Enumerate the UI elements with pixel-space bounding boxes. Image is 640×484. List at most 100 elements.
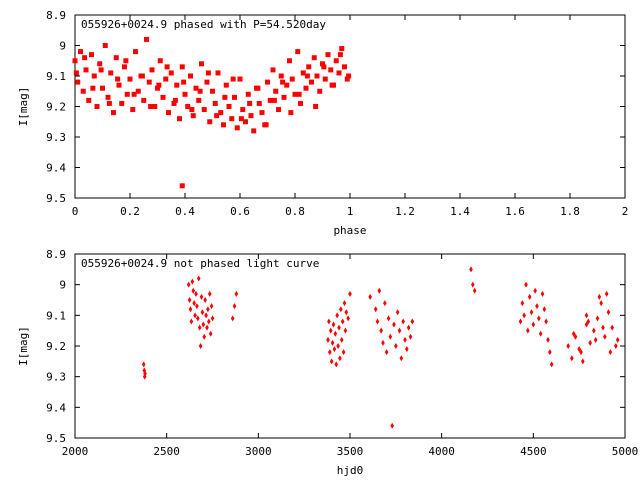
data-point bbox=[78, 49, 83, 55]
data-point bbox=[142, 367, 147, 374]
data-point bbox=[198, 343, 203, 349]
data-point bbox=[328, 327, 333, 334]
data-point bbox=[588, 339, 592, 346]
data-point bbox=[322, 76, 328, 82]
data-point bbox=[256, 100, 262, 106]
data-point bbox=[325, 52, 331, 58]
data-point bbox=[196, 275, 201, 282]
data-point bbox=[157, 58, 163, 64]
data-point bbox=[193, 85, 199, 91]
data-point bbox=[336, 343, 340, 349]
data-point bbox=[270, 67, 276, 73]
data-point bbox=[338, 355, 342, 362]
y-tick-label: 9.3 bbox=[46, 371, 66, 384]
data-point bbox=[192, 300, 196, 307]
data-point bbox=[379, 327, 383, 334]
data-point bbox=[210, 88, 215, 94]
data-point bbox=[247, 100, 253, 106]
data-point bbox=[384, 349, 389, 356]
data-point bbox=[127, 76, 133, 82]
y-tick-label: 8.9 bbox=[46, 9, 66, 22]
data-point bbox=[327, 318, 331, 325]
data-point bbox=[148, 104, 154, 109]
data-point bbox=[204, 312, 208, 319]
data-point bbox=[196, 97, 202, 103]
y-tick-label: 9.1 bbox=[46, 70, 66, 83]
data-point bbox=[313, 104, 319, 109]
data-point bbox=[199, 61, 204, 67]
data-point bbox=[329, 82, 335, 88]
y-tick-label: 9 bbox=[59, 279, 66, 292]
data-point bbox=[186, 281, 191, 288]
data-point bbox=[537, 315, 541, 322]
data-point bbox=[271, 97, 277, 103]
data-point bbox=[377, 287, 382, 294]
data-point bbox=[91, 73, 97, 79]
data-point bbox=[205, 324, 209, 331]
data-point bbox=[328, 67, 334, 73]
data-point bbox=[90, 85, 96, 91]
data-point bbox=[230, 315, 235, 322]
data-point bbox=[197, 324, 202, 331]
data-point bbox=[190, 113, 196, 119]
data-point bbox=[222, 94, 228, 100]
data-point bbox=[205, 70, 211, 76]
data-point bbox=[577, 346, 581, 353]
data-point bbox=[188, 73, 193, 79]
data-point bbox=[335, 312, 339, 319]
data-point bbox=[223, 82, 229, 88]
data-point bbox=[75, 79, 81, 85]
x-tick-label: 3000 bbox=[245, 445, 272, 458]
data-point bbox=[221, 122, 226, 128]
y-tick-label: 9.4 bbox=[46, 401, 66, 414]
data-point bbox=[397, 327, 402, 334]
data-point bbox=[72, 58, 78, 64]
data-point bbox=[321, 64, 327, 70]
data-point bbox=[204, 79, 210, 85]
data-point bbox=[329, 358, 334, 365]
data-point bbox=[388, 333, 393, 340]
data-point bbox=[548, 349, 552, 356]
data-point bbox=[278, 73, 284, 79]
data-point bbox=[106, 100, 112, 106]
data-point bbox=[276, 107, 281, 113]
data-point bbox=[392, 321, 396, 328]
x-tick-label: 4000 bbox=[428, 445, 455, 458]
data-point bbox=[399, 355, 404, 362]
data-point bbox=[166, 110, 171, 116]
data-point bbox=[303, 85, 309, 91]
x-tick-label: 5000 bbox=[612, 445, 639, 458]
data-point bbox=[83, 67, 89, 73]
data-point bbox=[540, 290, 545, 297]
data-point bbox=[394, 343, 398, 349]
data-point bbox=[610, 324, 614, 331]
y-tick-label: 9.1 bbox=[46, 309, 66, 322]
data-point bbox=[339, 306, 343, 313]
data-point bbox=[593, 336, 598, 343]
data-point bbox=[218, 110, 224, 116]
data-point bbox=[248, 113, 254, 119]
data-point bbox=[238, 116, 244, 122]
data-point bbox=[255, 85, 261, 91]
data-point bbox=[116, 82, 122, 88]
data-point bbox=[306, 64, 312, 70]
data-point bbox=[155, 85, 160, 91]
data-point bbox=[520, 300, 525, 307]
data-point bbox=[408, 333, 413, 340]
data-point bbox=[295, 49, 301, 55]
data-point bbox=[317, 88, 323, 94]
data-point bbox=[518, 318, 523, 325]
data-point bbox=[549, 361, 554, 368]
data-point bbox=[201, 107, 207, 113]
data-point bbox=[344, 309, 349, 316]
y-tick-label: 9.5 bbox=[46, 432, 66, 445]
data-point bbox=[328, 349, 332, 356]
data-point bbox=[586, 318, 591, 325]
data-point bbox=[144, 36, 149, 42]
data-point bbox=[174, 82, 180, 88]
y-tick-label: 9.2 bbox=[46, 340, 66, 353]
data-point bbox=[105, 94, 111, 100]
data-point bbox=[130, 107, 136, 113]
data-point bbox=[341, 349, 346, 356]
